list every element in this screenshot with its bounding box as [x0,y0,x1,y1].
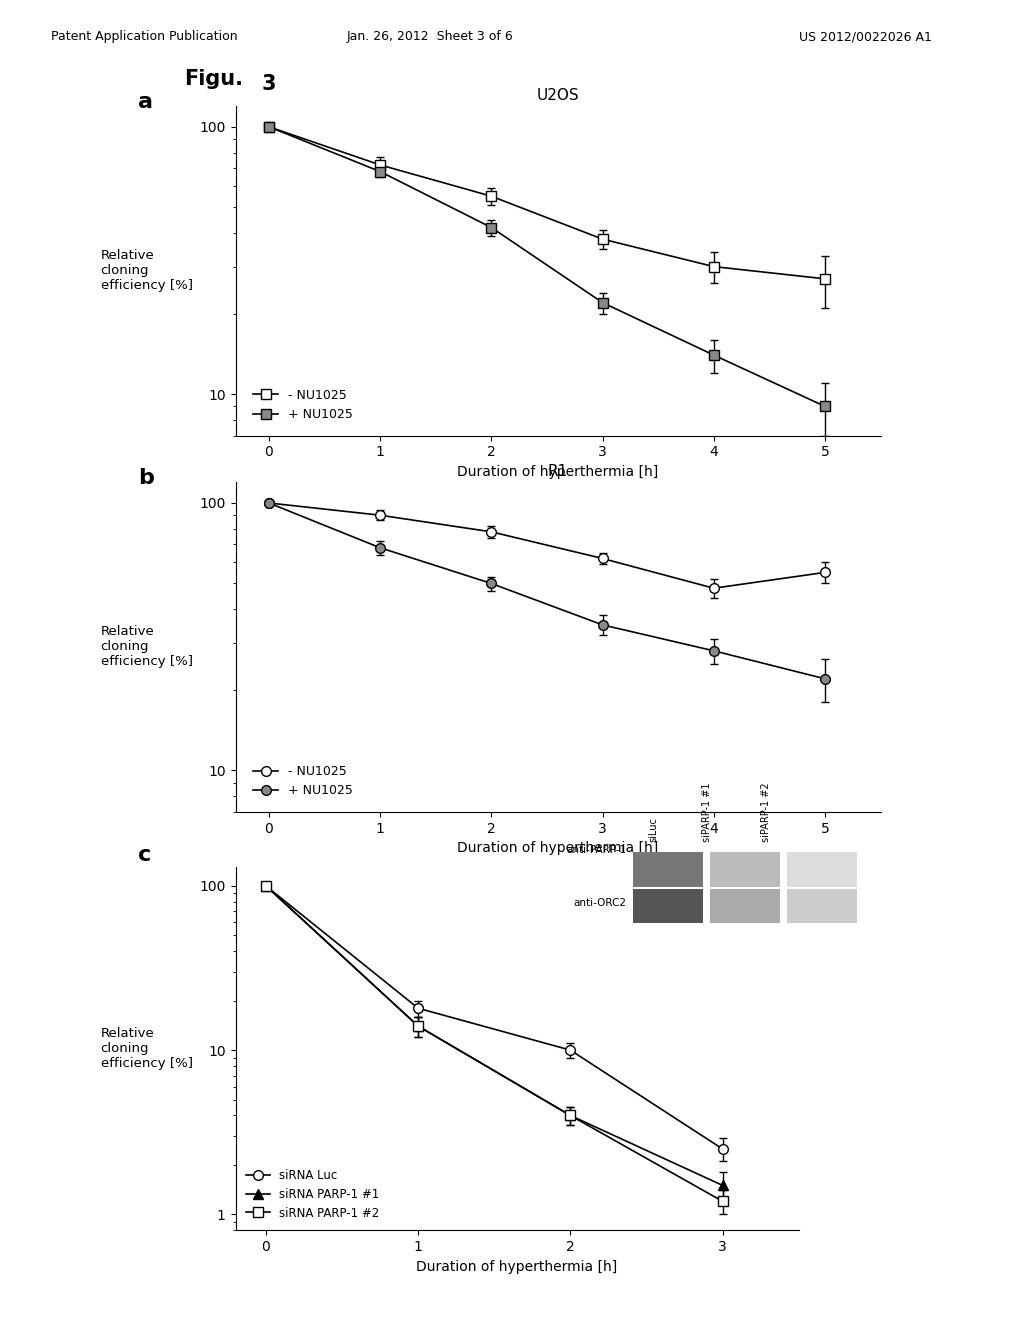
Text: Jan. 26, 2012  Sheet 3 of 6: Jan. 26, 2012 Sheet 3 of 6 [347,30,513,44]
Text: US 2012/0022026 A1: US 2012/0022026 A1 [799,30,932,44]
Y-axis label: Relative
cloning
efficiency [%]: Relative cloning efficiency [%] [100,249,193,292]
Text: anti-PARP-1: anti-PARP-1 [566,845,627,855]
Bar [633,888,703,923]
X-axis label: Duration of hyperthermia [h]: Duration of hyperthermia [h] [458,841,658,855]
Text: Figu.: Figu. [184,69,244,88]
X-axis label: Duration of hyperthermia [h]: Duration of hyperthermia [h] [417,1259,617,1274]
Text: c: c [138,845,152,865]
Text: 3: 3 [261,74,275,94]
Bar [633,853,703,887]
Bar [710,888,780,923]
Text: b: b [138,469,155,488]
Text: siPARP-1 #2: siPARP-1 #2 [761,783,771,842]
Bar [710,853,780,887]
Legend: - NU1025, + NU1025: - NU1025, + NU1025 [248,384,358,426]
Text: anti-ORC2: anti-ORC2 [573,898,627,908]
Text: siLuc: siLuc [648,817,658,842]
Title: U2OS: U2OS [537,88,580,103]
Legend: - NU1025, + NU1025: - NU1025, + NU1025 [248,760,358,803]
Y-axis label: Relative
cloning
efficiency [%]: Relative cloning efficiency [%] [100,626,193,668]
Legend: siRNA Luc, siRNA PARP-1 #1, siRNA PARP-1 #2: siRNA Luc, siRNA PARP-1 #1, siRNA PARP-1… [242,1164,384,1225]
Title: R1: R1 [548,465,568,479]
Bar [786,853,857,887]
Text: a: a [138,92,154,112]
Y-axis label: Relative
cloning
efficiency [%]: Relative cloning efficiency [%] [100,1027,193,1071]
X-axis label: Duration of hyperthermia [h]: Duration of hyperthermia [h] [458,465,658,479]
Text: siPARP-1 #1: siPARP-1 #1 [701,783,712,842]
Text: Patent Application Publication: Patent Application Publication [51,30,238,44]
Bar [786,888,857,923]
